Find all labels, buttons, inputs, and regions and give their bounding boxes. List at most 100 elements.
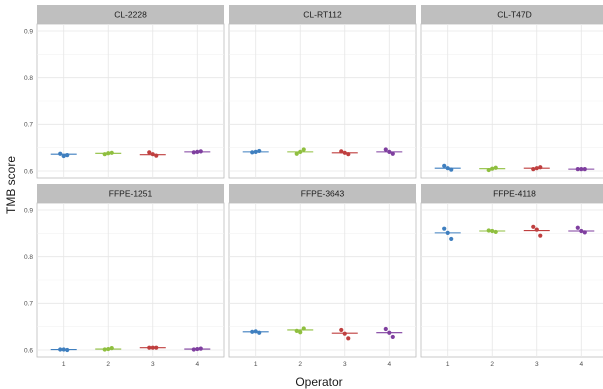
- y-tick-label: 0.8: [24, 254, 33, 261]
- data-point-operator-4: [579, 167, 584, 172]
- data-point-operator-1: [61, 153, 66, 159]
- panel-title: FFPE-4118: [493, 189, 536, 199]
- panel-strip: [421, 184, 603, 203]
- data-point-operator-2: [490, 228, 495, 234]
- x-tick-label: 1: [254, 361, 258, 368]
- y-tick-label: 0.6: [24, 347, 33, 354]
- data-point-operator-3: [346, 152, 351, 157]
- data-point-operator-1: [65, 153, 70, 158]
- x-tick-label: 3: [343, 361, 347, 368]
- data-point-operator-1: [445, 230, 450, 235]
- x-tick-label: 2: [490, 361, 494, 368]
- panel-title: CL-RT112: [303, 10, 342, 20]
- data-point-operator-2: [298, 149, 303, 154]
- x-axis-title: Operator: [295, 375, 342, 389]
- data-point-operator-3: [534, 166, 539, 171]
- panel-cl-2228: CL-2228: [36, 5, 225, 179]
- y-tick-label: 0.7: [24, 301, 33, 308]
- data-point-operator-1: [58, 151, 63, 156]
- data-point-operator-3: [339, 327, 344, 333]
- panel-strip: [229, 5, 416, 24]
- panel-title: CL-T47D: [497, 10, 531, 20]
- data-point-operator-1: [257, 148, 262, 154]
- data-point-operator-3: [154, 153, 159, 158]
- data-point-operator-2: [106, 346, 111, 352]
- data-point-operator-1: [442, 163, 447, 168]
- data-point-operator-2: [294, 328, 299, 333]
- y-tick-label: 0.7: [24, 122, 33, 129]
- data-point-operator-3: [339, 149, 344, 154]
- data-point-operator-3: [342, 150, 347, 155]
- data-point-operator-1: [65, 347, 70, 353]
- data-point-operator-4: [582, 167, 587, 172]
- x-tick-label: 4: [579, 361, 583, 368]
- data-point-operator-3: [531, 167, 536, 172]
- data-point-operator-4: [582, 230, 587, 235]
- y-tick-label: 0.6: [24, 168, 33, 175]
- x-tick-label: 4: [195, 361, 199, 368]
- data-point-operator-3: [534, 227, 539, 232]
- x-tick-label: 2: [298, 361, 302, 368]
- data-point-operator-2: [102, 152, 107, 157]
- panel-strip: [421, 5, 603, 24]
- data-point-operator-2: [301, 147, 306, 152]
- data-point-operator-4: [387, 149, 392, 154]
- data-point-operator-1: [250, 329, 255, 334]
- data-point-operator-4: [383, 326, 388, 332]
- data-point-operator-2: [106, 151, 111, 156]
- panel-title: FFPE-1251: [109, 189, 153, 199]
- data-point-operator-3: [150, 345, 155, 350]
- data-point-operator-4: [383, 147, 388, 152]
- panel-cl-rt112: CL-RT112: [228, 5, 417, 179]
- x-tick-label: 3: [151, 361, 155, 368]
- x-tick-label: 1: [62, 361, 66, 368]
- data-point-operator-2: [493, 229, 498, 235]
- panel-title: FFPE-3643: [301, 189, 345, 199]
- data-point-operator-2: [294, 151, 299, 156]
- y-axis-title: TMB score: [4, 156, 18, 214]
- panels-layer: CL-2228 CL-RT112 CL-T47D FFPE-1251 FFPE-3643…: [36, 5, 603, 358]
- data-point-operator-3: [147, 150, 152, 155]
- x-tick-label: 1: [446, 361, 450, 368]
- x-tick-label: 3: [535, 361, 539, 368]
- panel-strip: [37, 184, 224, 203]
- data-point-operator-2: [109, 346, 114, 351]
- y-tick-label: 0.8: [24, 75, 33, 82]
- data-point-operator-4: [575, 225, 580, 230]
- data-point-operator-3: [538, 233, 543, 238]
- data-point-operator-4: [579, 228, 584, 234]
- data-point-operator-1: [253, 329, 258, 334]
- panel-ffpe-3643: FFPE-3643: [228, 184, 417, 358]
- data-point-operator-2: [486, 167, 491, 173]
- panel-strip: [229, 184, 416, 203]
- data-point-operator-4: [575, 167, 580, 172]
- data-point-operator-2: [486, 228, 491, 233]
- data-point-operator-2: [298, 330, 303, 335]
- data-point-operator-4: [387, 330, 392, 335]
- data-point-operator-4: [191, 347, 196, 352]
- data-point-operator-2: [301, 326, 306, 331]
- data-point-operator-4: [195, 346, 200, 352]
- data-point-operator-3: [154, 345, 159, 350]
- data-point-operator-3: [538, 165, 543, 170]
- data-point-operator-3: [346, 336, 351, 341]
- data-point-operator-4: [195, 149, 200, 154]
- data-point-operator-2: [490, 166, 495, 171]
- x-tick-label: 2: [106, 361, 110, 368]
- data-point-operator-1: [449, 167, 454, 172]
- panel-ffpe-1251: FFPE-1251: [36, 184, 225, 358]
- data-point-operator-4: [390, 151, 395, 156]
- data-point-operator-2: [109, 150, 114, 155]
- data-point-operator-4: [390, 334, 395, 340]
- data-point-operator-1: [61, 347, 66, 352]
- y-axis-ticks: 0.6 0.7 0.8 0.9 0.6 0.7 0.8 0.9: [24, 28, 33, 354]
- panel-title: CL-2228: [114, 10, 147, 20]
- data-point-operator-1: [442, 226, 447, 231]
- x-tick-label: 4: [387, 361, 391, 368]
- data-point-operator-1: [253, 149, 258, 154]
- data-point-operator-4: [198, 149, 203, 154]
- data-point-operator-1: [445, 166, 450, 171]
- panel-ffpe-4118: FFPE-4118: [420, 184, 603, 358]
- data-point-operator-2: [493, 165, 498, 170]
